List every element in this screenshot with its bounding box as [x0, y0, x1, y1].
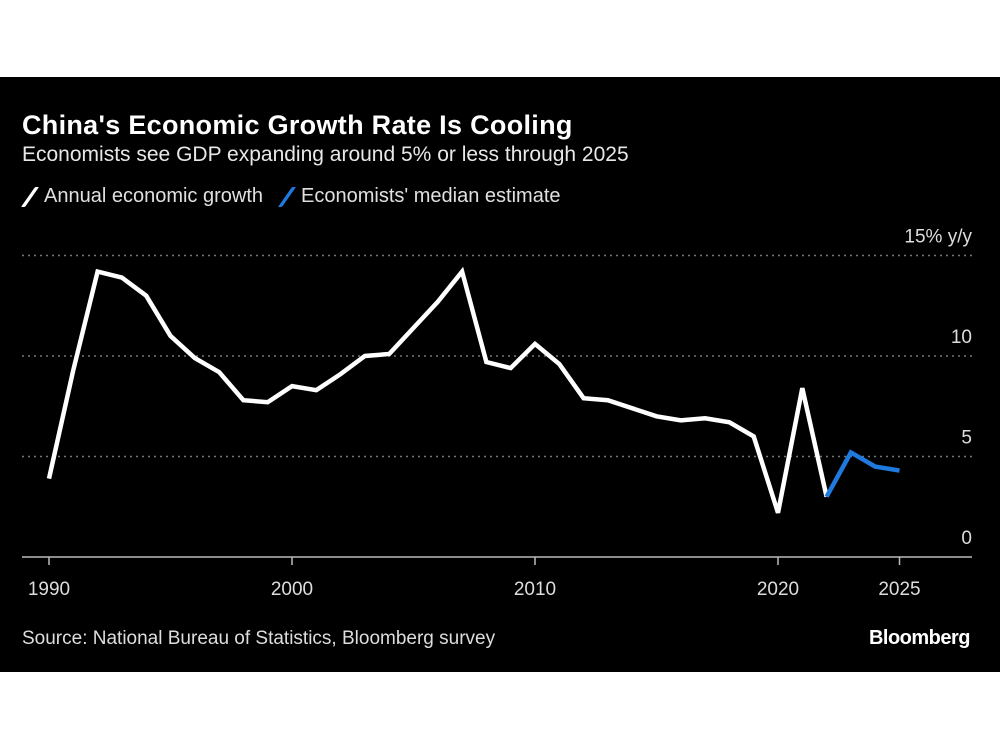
- series-line-0: [46, 266, 829, 514]
- y-tick-label: 15% y/y: [904, 227, 972, 248]
- chart-title: China's Economic Growth Rate Is Cooling: [22, 110, 573, 140]
- series-line-1: [824, 449, 900, 498]
- y-tick-label: 5: [961, 428, 972, 449]
- source-note: Source: National Bureau of Statistics, B…: [22, 628, 496, 649]
- x-tick-label: 2025: [878, 579, 920, 600]
- legend: Annual economic growth Economists' media…: [20, 185, 561, 208]
- x-tick-label: 1990: [28, 579, 70, 600]
- x-tick-label: 2020: [757, 579, 799, 600]
- x-tick-label: 2010: [514, 579, 556, 600]
- legend-label-estimate: Economists' median estimate: [301, 185, 561, 207]
- chart-panel: China's Economic Growth Rate Is Cooling …: [0, 77, 1000, 672]
- bloomberg-logo: Bloomberg: [868, 627, 971, 649]
- x-tick-label: 2000: [271, 579, 313, 600]
- legend-label-growth: Annual economic growth: [44, 185, 264, 207]
- chart-subtitle: Economists see GDP expanding around 5% o…: [22, 143, 629, 166]
- y-tick-label: 0: [961, 528, 972, 549]
- line-chart: 0 5 10 15% y/y 1990 2000 2010 2020 2025: [22, 227, 972, 600]
- y-tick-label: 10: [951, 327, 972, 348]
